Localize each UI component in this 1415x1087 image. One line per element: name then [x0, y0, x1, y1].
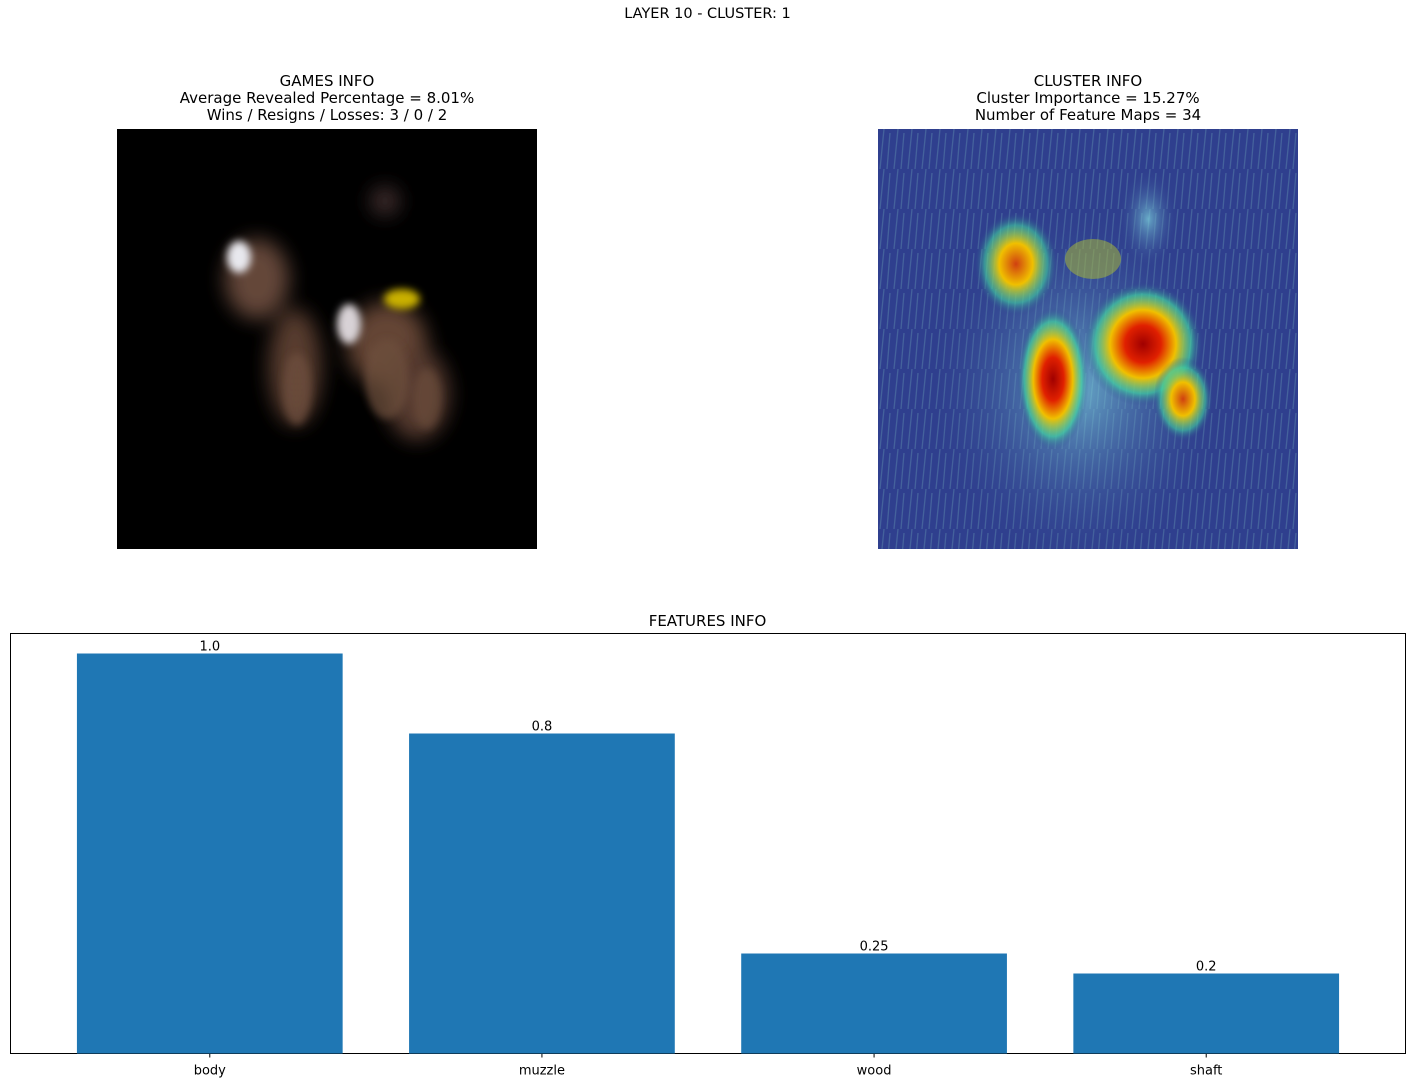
- x-tick-label-wood: wood: [857, 1064, 892, 1079]
- games-info-revealed-percentage: Average Revealed Percentage = 8.01%: [179, 89, 475, 107]
- x-tick-label-shaft: shaft: [1190, 1064, 1222, 1079]
- bar-value-label-wood: 0.25: [860, 940, 889, 955]
- x-tick-label-muzzle: muzzle: [519, 1064, 565, 1079]
- cluster-heatmap-image: [878, 129, 1298, 549]
- bar-value-label-muzzle: 0.8: [532, 720, 553, 735]
- games-info-heading: GAMES INFO: [279, 72, 375, 90]
- figure-suptitle: LAYER 10 - CLUSTER: 1: [624, 6, 791, 22]
- cluster-info-title: CLUSTER INFO Cluster Importance = 15.27%…: [878, 73, 1298, 124]
- cluster-info-feature-maps: Number of Feature Maps = 34: [974, 106, 1202, 124]
- bar-body: [76, 653, 343, 1054]
- cluster-info-importance: Cluster Importance = 15.27%: [976, 89, 1200, 107]
- bar-shaft: [1073, 973, 1340, 1054]
- axes-frame: [10, 633, 1406, 1054]
- cluster-info-heading: CLUSTER INFO: [1033, 72, 1143, 90]
- bar-muzzle: [409, 733, 675, 1054]
- revealed-mask-image: [117, 129, 537, 549]
- bar-value-label-body: 1.0: [199, 640, 220, 655]
- bar-value-label-shaft: 0.2: [1196, 960, 1217, 975]
- games-info-results: Wins / Resigns / Losses: 3 / 0 / 2: [206, 106, 448, 124]
- games-info-title: GAMES INFO Average Revealed Percentage =…: [117, 73, 537, 124]
- x-tick-label-body: body: [194, 1064, 226, 1079]
- chart-title: FEATURES INFO: [648, 612, 767, 630]
- bar-wood: [741, 953, 1007, 1054]
